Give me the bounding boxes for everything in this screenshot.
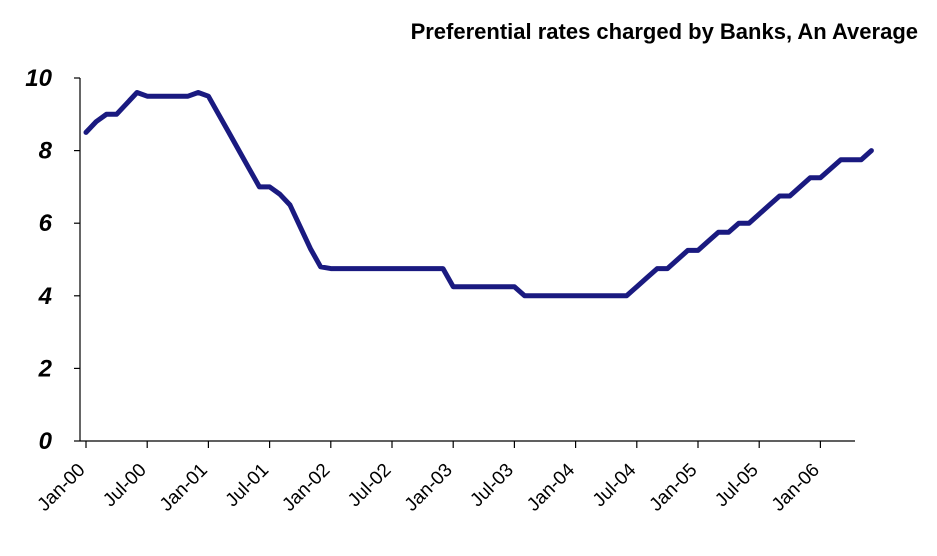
- x-tick-label: Jul-00: [99, 460, 150, 511]
- series-group: [83, 90, 874, 299]
- x-axis: Jan-00 Jul-00 Jan-01 Jul-01 Jan-02 Jul-02 Jan-…: [34, 440, 855, 516]
- series-line: [83, 90, 874, 299]
- x-tick-label: Jan-01: [156, 460, 212, 516]
- y-tick-label: 8: [39, 138, 53, 165]
- x-tick-label: Jan-02: [278, 460, 334, 516]
- y-tick-label: 10: [25, 65, 52, 92]
- x-tick-label: Jul-03: [466, 460, 517, 511]
- y-tick-label: 2: [38, 355, 53, 382]
- y-tick-label: 0: [39, 428, 53, 455]
- y-axis: 0 2 4 6 8 10: [25, 65, 81, 455]
- x-tick-label: Jan-06: [768, 460, 824, 516]
- x-tick-label: Jan-04: [523, 459, 579, 515]
- x-tick-label: Jan-00: [34, 460, 90, 516]
- x-tick-label: Jan-03: [401, 460, 457, 516]
- x-tick-label: Jul-05: [711, 460, 762, 511]
- x-tick-label: Jul-02: [344, 460, 395, 511]
- x-tick-label: Jan-05: [646, 460, 702, 516]
- y-tick-label: 4: [38, 283, 52, 310]
- chart-title: Preferential rates charged by Banks, An …: [411, 19, 918, 44]
- y-tick-label: 6: [39, 210, 53, 237]
- x-tick-label: Jul-01: [222, 460, 273, 511]
- x-tick-label: Jul-04: [589, 459, 641, 511]
